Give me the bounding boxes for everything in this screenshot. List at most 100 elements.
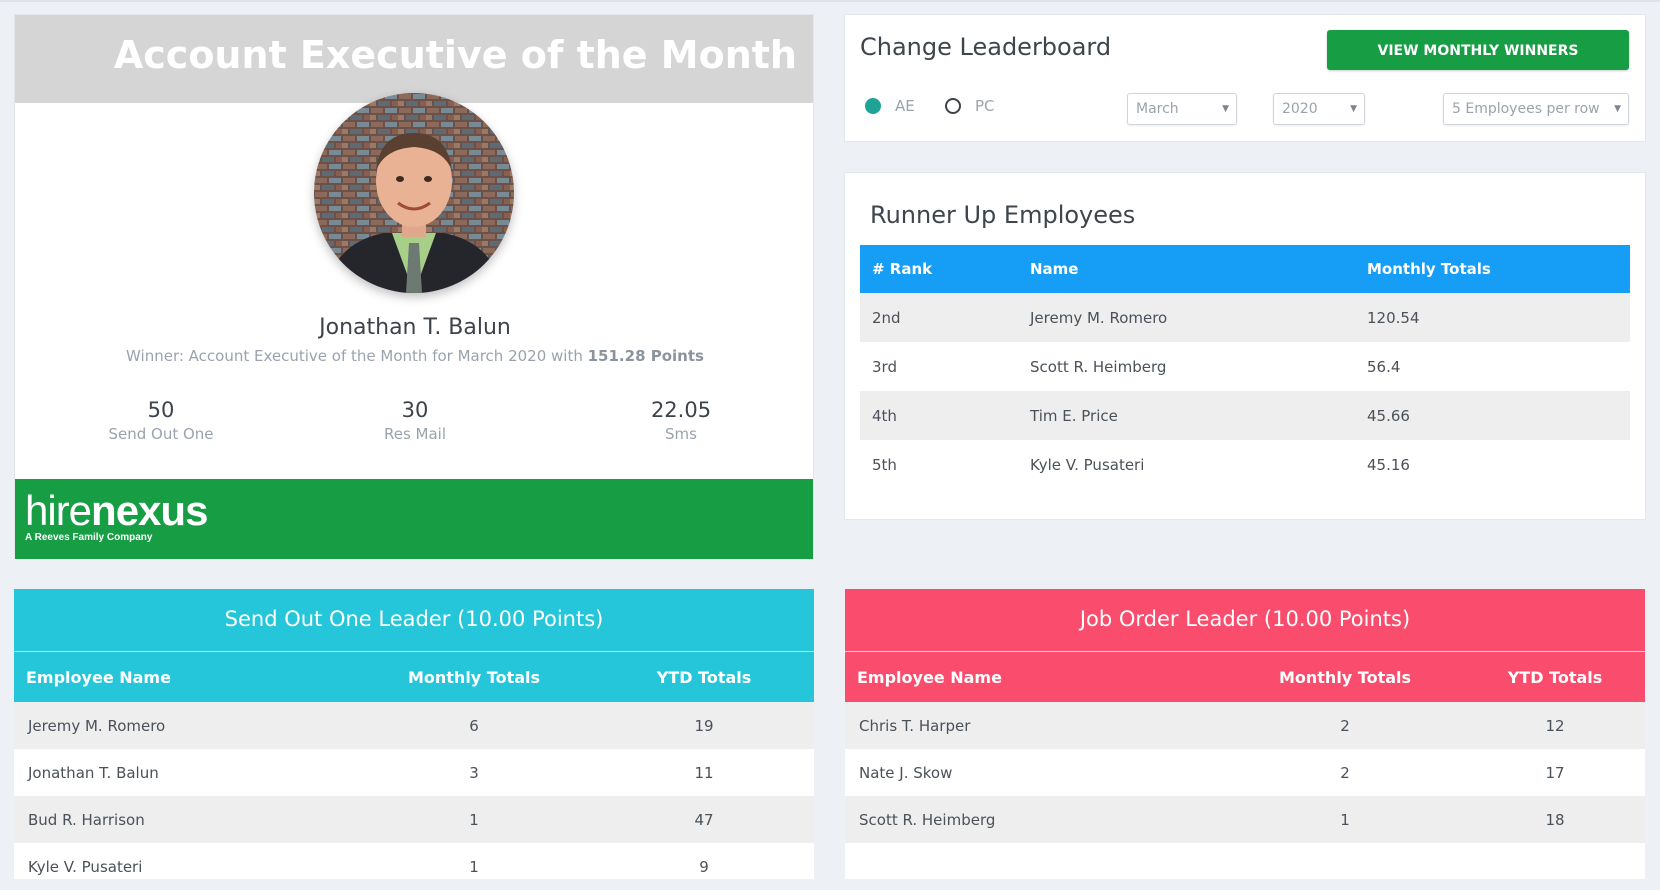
ytd-cell: 47 xyxy=(594,796,814,843)
rank-cell: 2nd xyxy=(860,293,1018,342)
name-cell: Jeremy M. Romero xyxy=(1018,293,1355,342)
stat-label: Res Mail xyxy=(383,425,447,443)
month-select[interactable]: March ▼ xyxy=(1127,93,1237,125)
winner-description: Winner: Account Executive of the Month f… xyxy=(15,347,815,365)
monthly-cell: 1 xyxy=(354,796,594,843)
table-header-row: Employee Name Monthly Totals YTD Totals xyxy=(845,651,1645,702)
top-divider xyxy=(0,0,1660,2)
job-order-table: Employee Name Monthly Totals YTD Totals … xyxy=(845,651,1645,843)
winner-description-text: Winner: Account Executive of the Month f… xyxy=(126,347,588,365)
total-cell: 45.16 xyxy=(1367,455,1410,474)
logo-tagline: A Reeves Family Company xyxy=(25,532,153,543)
send-out-one-title: Send Out One Leader (10.00 Points) xyxy=(14,589,814,651)
employee-cell: Scott R. Heimberg xyxy=(845,796,1225,843)
monthly-cell: 2 xyxy=(1340,763,1350,782)
runner-up-title: Runner Up Employees xyxy=(870,201,1136,229)
send-out-one-table: Employee Name Monthly Totals YTD Totals … xyxy=(14,651,814,890)
winner-banner-title: Account Executive of the Month xyxy=(113,33,797,77)
job-order-title: Job Order Leader (10.00 Points) xyxy=(845,589,1645,651)
column-header-ytd: YTD Totals xyxy=(1465,651,1645,702)
winner-card: Account Executive of the Month xyxy=(14,14,814,559)
column-header-name: Name xyxy=(1018,245,1355,293)
table-row: Jeremy M. Romero 6 19 xyxy=(14,702,814,749)
ytd-cell: 17 xyxy=(1545,763,1565,782)
monthly-cell: 1 xyxy=(469,857,479,876)
employee-cell: Jonathan T. Balun xyxy=(28,763,159,782)
logo-word-nexus: nexus xyxy=(91,487,208,534)
runner-up-card: Runner Up Employees # Rank Name Monthly … xyxy=(844,172,1646,520)
year-select[interactable]: 2020 ▼ xyxy=(1273,93,1365,125)
change-leaderboard-title: Change Leaderboard xyxy=(860,33,1112,61)
table-row: 5th Kyle V. Pusateri 45.16 xyxy=(860,440,1630,489)
rank-cell: 4th xyxy=(860,391,1018,440)
chevron-down-icon: ▼ xyxy=(1222,104,1229,114)
table-row: Scott R. Heimberg 1 18 xyxy=(845,796,1645,843)
ytd-cell: 12 xyxy=(1465,702,1645,749)
company-logo-bar: hirenexus A Reeves Family Company xyxy=(15,479,813,559)
name-cell: Scott R. Heimberg xyxy=(1030,357,1167,376)
column-header-employee: Employee Name xyxy=(14,651,354,702)
per-row-select-value: 5 Employees per row xyxy=(1452,101,1600,117)
column-header-monthly: Monthly Totals xyxy=(1355,245,1630,293)
monthly-cell: 3 xyxy=(469,763,479,782)
table-row: 3rd Scott R. Heimberg 56.4 xyxy=(860,342,1630,391)
job-order-leader-card: Job Order Leader (10.00 Points) Employee… xyxy=(845,589,1645,879)
employee-cell: Bud R. Harrison xyxy=(14,796,354,843)
employee-cell: Jeremy M. Romero xyxy=(14,702,354,749)
month-select-value: March xyxy=(1136,101,1179,117)
runner-up-table: # Rank Name Monthly Totals 2nd Jeremy M.… xyxy=(860,245,1630,489)
stat-value: 30 xyxy=(401,398,429,422)
rank-cell: 3rd xyxy=(872,357,897,376)
year-select-value: 2020 xyxy=(1282,101,1318,117)
radio-ae[interactable]: AE xyxy=(865,97,915,115)
winner-avatar xyxy=(314,93,514,293)
table-row: 2nd Jeremy M. Romero 120.54 xyxy=(860,293,1630,342)
ytd-cell: 11 xyxy=(694,763,714,782)
hirenexus-logo: hirenexus xyxy=(25,487,208,535)
logo-word-hire: hire xyxy=(25,487,92,534)
stat-send-out-one: 50 Send Out One xyxy=(71,398,251,443)
table-row: Nate J. Skow 2 17 xyxy=(845,749,1645,796)
winner-photo xyxy=(314,93,514,293)
column-header-employee: Employee Name xyxy=(845,651,1225,702)
table-row: Jonathan T. Balun 3 11 xyxy=(14,749,814,796)
stat-label: Sms xyxy=(665,425,697,443)
total-cell: 120.54 xyxy=(1355,293,1630,342)
column-header-ytd: YTD Totals xyxy=(594,651,814,702)
column-header-rank: # Rank xyxy=(860,245,1018,293)
name-cell: Kyle V. Pusateri xyxy=(1030,455,1145,474)
send-out-one-leader-card: Send Out One Leader (10.00 Points) Emplo… xyxy=(14,589,814,879)
stat-sms: 22.05 Sms xyxy=(591,398,771,443)
column-header-monthly: Monthly Totals xyxy=(1225,651,1465,702)
winner-points: 151.28 Points xyxy=(587,347,704,365)
stat-value: 50 xyxy=(147,398,175,422)
view-monthly-winners-button[interactable]: VIEW MONTHLY WINNERS xyxy=(1327,30,1629,70)
radio-unselected-icon xyxy=(945,98,961,114)
ytd-cell: 19 xyxy=(594,702,814,749)
chevron-down-icon: ▼ xyxy=(1350,104,1357,114)
table-row: 4th Tim E. Price 45.66 xyxy=(860,391,1630,440)
column-header-monthly: Monthly Totals xyxy=(354,651,594,702)
winner-name: Jonathan T. Balun xyxy=(319,315,511,340)
winner-banner: Account Executive of the Month xyxy=(15,15,813,103)
stat-label: Send Out One xyxy=(108,425,214,443)
radio-pc[interactable]: PC xyxy=(945,97,995,115)
rank-cell: 5th xyxy=(872,455,897,474)
monthly-cell: 6 xyxy=(354,702,594,749)
ytd-cell: 9 xyxy=(699,857,709,876)
change-leaderboard-card: Change Leaderboard VIEW MONTHLY WINNERS … xyxy=(844,14,1646,142)
table-row: Chris T. Harper 2 12 xyxy=(845,702,1645,749)
table-header-row: Employee Name Monthly Totals YTD Totals xyxy=(14,651,814,702)
employees-per-row-select[interactable]: 5 Employees per row ▼ xyxy=(1443,93,1629,125)
employee-cell: Chris T. Harper xyxy=(845,702,1225,749)
employee-cell: Nate J. Skow xyxy=(859,763,953,782)
table-row: Bud R. Harrison 1 47 xyxy=(14,796,814,843)
chevron-down-icon: ▼ xyxy=(1614,104,1621,114)
monthly-cell: 1 xyxy=(1225,796,1465,843)
ytd-cell: 18 xyxy=(1465,796,1645,843)
stat-value: 22.05 xyxy=(650,398,712,422)
radio-selected-icon xyxy=(865,98,881,114)
employee-cell: Kyle V. Pusateri xyxy=(28,857,143,876)
name-cell: Tim E. Price xyxy=(1018,391,1355,440)
table-row: Kyle V. Pusateri 1 9 xyxy=(14,843,814,890)
